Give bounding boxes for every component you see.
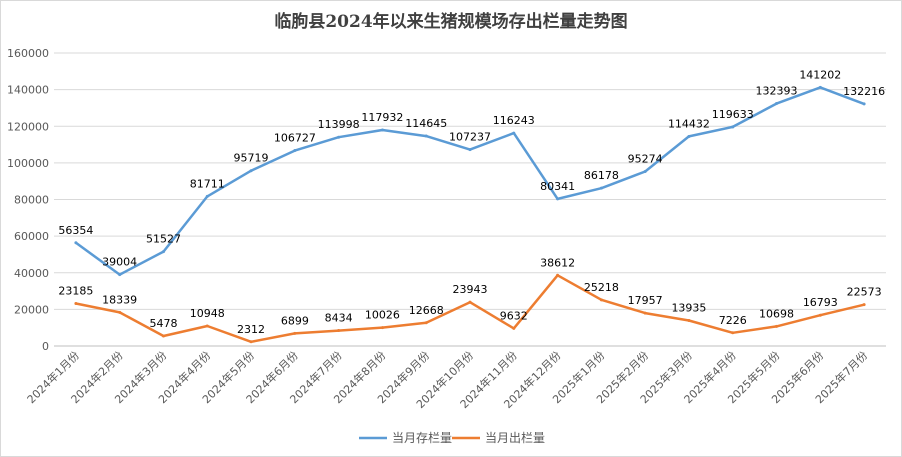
data-point [161,250,165,254]
data-labels: 56354 39004 51527 81711 95719 106727113998117… [58,68,885,335]
data-point [775,324,779,328]
y-axis-ticks: 0 20000 40000 60000 80000 100000 120000 140000 1… [7,47,49,353]
data-label: 132216 [843,85,885,98]
chart-title: 临朐县2024年以来生猪规模场存出栏量走势图 [274,11,627,32]
data-label: 132393 [756,85,798,98]
data-label: 141202 [799,68,841,81]
data-label: 13935 [671,301,706,314]
data-label: 22573 [847,286,882,299]
data-label: 116243 [493,114,535,127]
data-label: 23185 [58,285,93,298]
data-label: 6899 [281,314,309,327]
data-label: 114432 [668,117,710,130]
data-point [118,310,122,314]
data-label: 16793 [803,296,838,309]
data-label: 107237 [449,131,491,144]
data-point [643,311,647,315]
legend: 当月存栏量 当月出栏量 [359,430,545,445]
data-point [74,241,78,245]
y-tick-label: 120000 [7,120,49,133]
data-point [775,102,779,106]
data-label: 119633 [712,108,754,121]
data-point [862,303,866,307]
data-point [687,318,691,322]
data-point [818,313,822,317]
y-tick-label: 0 [42,340,49,353]
data-label: 7226 [719,314,747,327]
data-label: 80341 [540,180,575,193]
x-axis-ticks: 2024年1月份2024年2月份2024年3月份2024年4月份2024年5月份… [24,348,870,411]
legend-label: 当月出栏量 [485,430,545,445]
data-point [205,194,209,198]
data-label: 5478 [149,317,177,330]
series-lines [74,85,866,344]
data-point [293,149,297,153]
data-label: 10026 [365,309,400,322]
data-point [818,85,822,89]
data-label: 114645 [405,117,447,130]
data-point [731,331,735,335]
data-point [337,135,341,139]
data-label: 38612 [540,256,575,269]
data-point [424,321,428,325]
data-label: 95274 [628,153,663,166]
legend-label: 当月存栏量 [392,430,452,445]
data-label: 10948 [190,307,225,320]
data-label: 56354 [58,224,93,237]
gridlines [54,52,886,347]
data-point [556,273,560,277]
data-point [424,134,428,138]
data-label: 17957 [628,294,663,307]
data-label: 106727 [274,132,316,145]
data-point [468,148,472,152]
data-point [556,197,560,201]
y-tick-label: 140000 [7,84,49,97]
data-label: 81711 [190,177,225,190]
y-tick-label: 100000 [7,157,49,170]
data-label: 113998 [318,118,360,131]
data-point [643,170,647,174]
data-label: 117932 [361,111,403,124]
data-point [862,102,866,106]
data-point [249,169,253,173]
data-label: 39004 [102,256,137,269]
data-point [293,331,297,335]
data-point [380,326,384,330]
data-point [205,324,209,328]
y-tick-label: 40000 [14,267,49,280]
data-label: 12668 [409,304,444,317]
data-point [599,298,603,302]
data-label: 2312 [237,323,265,336]
data-point [118,273,122,277]
data-label: 51527 [146,233,181,246]
y-tick-label: 160000 [7,47,49,60]
data-point [512,131,516,135]
data-label: 8434 [325,312,353,325]
data-label: 9632 [500,309,528,322]
data-label: 23943 [453,283,488,296]
data-point [599,186,603,190]
data-label: 95719 [234,152,269,165]
data-point [512,326,516,330]
y-tick-label: 80000 [14,194,49,207]
data-label: 10698 [759,307,794,320]
y-tick-label: 20000 [14,303,49,316]
data-label: 86178 [584,169,619,182]
data-point [687,134,691,138]
data-point [337,329,341,333]
data-label: 25218 [584,281,619,294]
data-point [74,302,78,306]
data-label: 18339 [102,293,137,306]
data-point [468,300,472,304]
data-point [161,334,165,338]
data-point [731,125,735,129]
data-point [249,340,253,344]
y-tick-label: 60000 [14,230,49,243]
data-point [380,128,384,132]
